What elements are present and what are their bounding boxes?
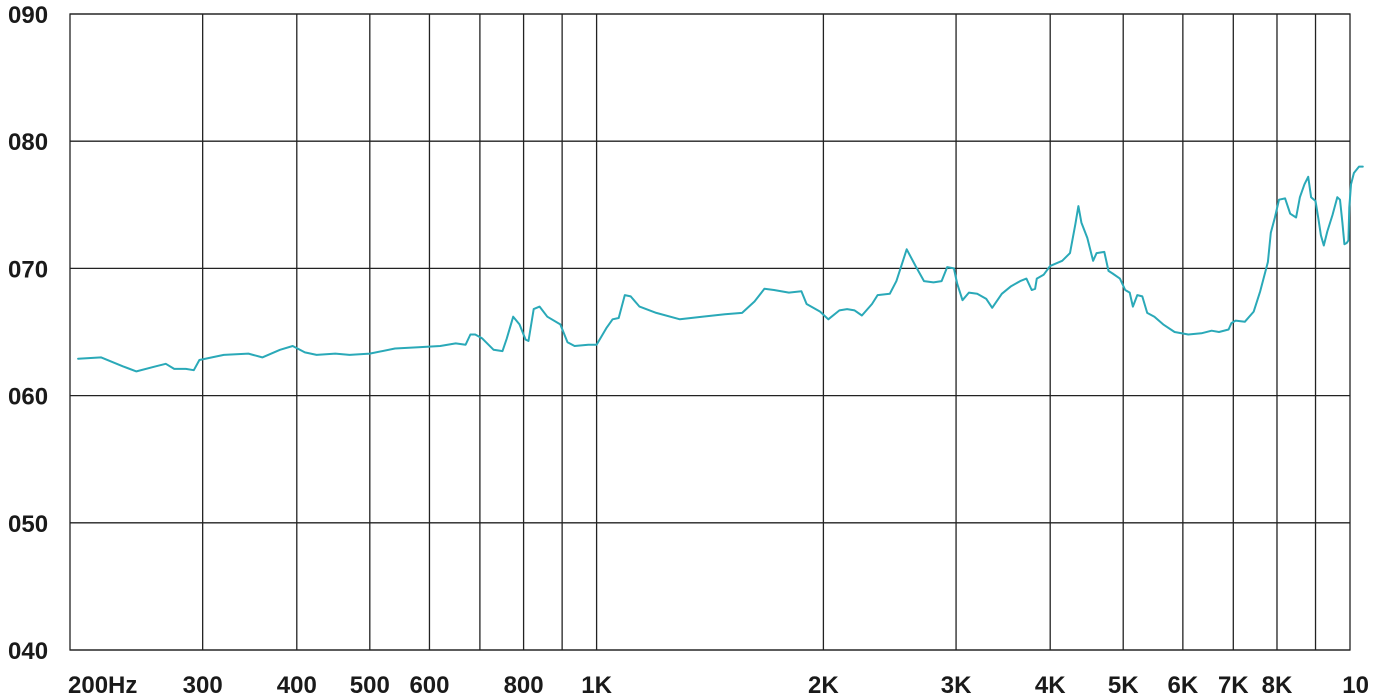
x-tick-label: 7K xyxy=(1218,672,1249,699)
x-tick-label: 800 xyxy=(504,672,544,699)
x-tick-label: 600 xyxy=(409,672,449,699)
y-tick-label: 090 xyxy=(8,2,48,29)
x-tick-label: 6K xyxy=(1168,672,1199,699)
x-tick-label: 8K xyxy=(1262,672,1293,699)
series-line xyxy=(77,165,1364,373)
y-tick-label: 040 xyxy=(8,638,48,665)
x-gridlines xyxy=(202,14,1317,650)
y-tick-labels: 040 050 060 070 080 090 xyxy=(8,2,48,665)
series-layer xyxy=(77,165,1364,373)
x-tick-label: 500 xyxy=(350,672,390,699)
x-tick-label: 400 xyxy=(277,672,317,699)
x-tick-label: 10 xyxy=(1342,672,1369,699)
y-gridlines xyxy=(70,13,1350,651)
y-tick-label: 050 xyxy=(8,511,48,538)
x-tick-label: 3K xyxy=(941,672,972,699)
x-tick-label: 300 xyxy=(183,672,223,699)
x-tick-label: 5K xyxy=(1108,672,1139,699)
x-tick-label: 200Hz xyxy=(68,672,137,699)
y-tick-label: 060 xyxy=(8,384,48,411)
x-tick-label: 2K xyxy=(808,672,839,699)
y-tick-label: 070 xyxy=(8,256,48,283)
x-tick-label: 1K xyxy=(581,672,612,699)
x-tick-labels: 200Hz 300 400 500 600 800 1K 2K 3K 4K 5K 6K 7K 8K 10 xyxy=(68,672,1369,699)
y-tick-label: 080 xyxy=(8,129,48,156)
plot-frame xyxy=(69,13,1351,651)
x-tick-label: 4K xyxy=(1035,672,1066,699)
